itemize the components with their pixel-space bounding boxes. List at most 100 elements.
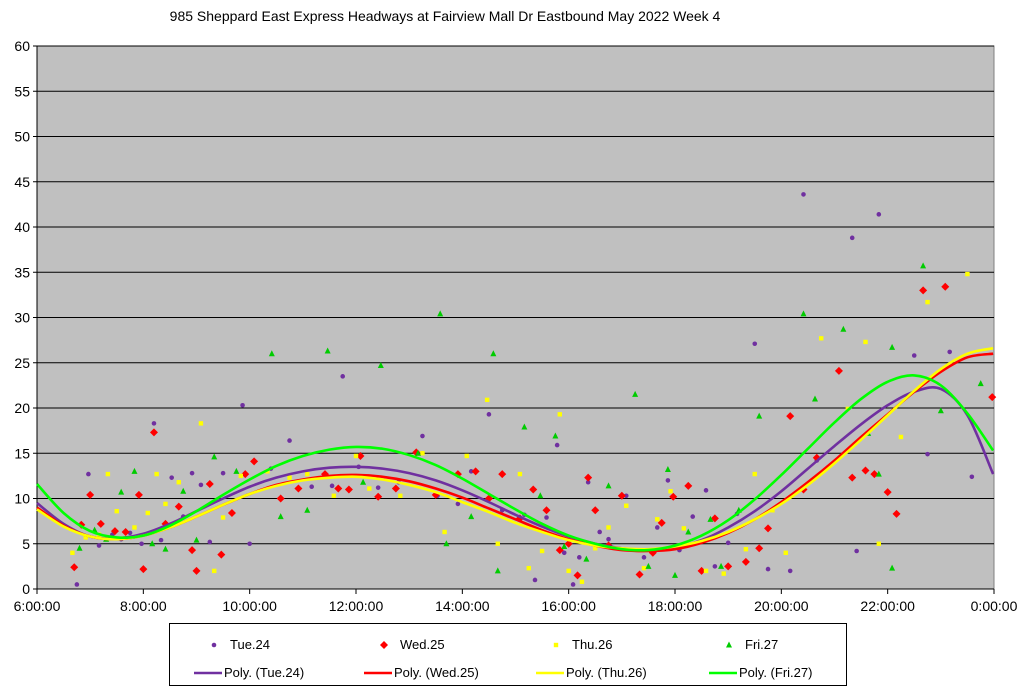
wed-25-point xyxy=(573,571,582,580)
tue-24-point xyxy=(703,488,709,493)
wed-25-point xyxy=(529,485,538,494)
thu-26-point xyxy=(668,489,673,494)
x-tick-label: 20:00:00 xyxy=(754,598,809,614)
thu-26-point xyxy=(331,493,337,498)
wed-25-point xyxy=(786,412,795,421)
thu-26-point xyxy=(83,535,88,540)
fri-27-point xyxy=(537,492,544,499)
fri-27-point xyxy=(632,390,639,397)
y-tick-label: 15 xyxy=(14,445,30,461)
fri-27-point xyxy=(583,555,590,562)
tue-24-point xyxy=(801,192,806,197)
thu-26-point xyxy=(593,546,598,551)
fri-27-point xyxy=(937,407,944,414)
wed-25-point xyxy=(110,527,119,536)
thu-26-point xyxy=(176,480,181,485)
tue-24-point xyxy=(220,470,226,476)
thu-26-point xyxy=(863,339,868,345)
legend-marker-swatch xyxy=(553,642,559,648)
fri-27-point xyxy=(812,395,819,402)
thu-26-point xyxy=(238,473,244,479)
y-tick-label: 0 xyxy=(22,581,30,597)
wed-25-point xyxy=(919,286,928,295)
tue-24-point xyxy=(468,469,474,474)
tue-24-point xyxy=(158,537,164,543)
legend-label: Poly. (Fri.27) xyxy=(739,665,813,680)
tue-24-point xyxy=(752,341,758,347)
wed-25-point xyxy=(834,366,843,375)
tue-24-point xyxy=(139,541,144,547)
tue-24-point xyxy=(665,478,671,483)
wed-25-point xyxy=(250,457,259,466)
tue-24-point xyxy=(74,582,80,587)
thu-26-point xyxy=(442,529,447,535)
tue-24-point xyxy=(375,485,381,490)
thu-26-point xyxy=(641,565,647,571)
legend-symbol xyxy=(726,641,732,648)
tue-24-point xyxy=(287,438,292,443)
x-tick-label: 14:00:00 xyxy=(435,598,490,614)
thu-26-point xyxy=(579,579,585,584)
x-tick-label: 0:00:00 xyxy=(971,598,1018,614)
legend-label: Wed.25 xyxy=(400,637,445,652)
thu-26-point xyxy=(212,568,217,574)
tue-24-point xyxy=(309,484,314,490)
thu-26-point xyxy=(353,453,359,459)
thu-26-point xyxy=(105,471,111,477)
fri-27-point xyxy=(443,540,450,547)
wed-25-point xyxy=(344,485,353,494)
fri-27-point xyxy=(149,540,156,547)
tue-24-point xyxy=(86,471,91,477)
thu-26-point xyxy=(464,453,469,459)
thu-26-point xyxy=(819,336,824,341)
tue-24-point xyxy=(420,433,425,439)
fri-27-point xyxy=(180,487,187,494)
wed-25-point xyxy=(241,470,250,479)
legend-symbol xyxy=(709,671,737,675)
chart-title: 985 Sheppard East Express Headways at Fa… xyxy=(169,8,721,24)
thu-26-point xyxy=(965,271,970,277)
thu-26-point xyxy=(114,508,119,514)
thu-26-point xyxy=(743,546,749,552)
wed-25-point xyxy=(883,488,892,497)
legend-label: Poly. (Tue.24) xyxy=(224,665,305,680)
thu-26-point xyxy=(198,421,204,426)
thu-26-point xyxy=(367,486,372,491)
wed-25-point xyxy=(134,490,143,499)
wed-25-point xyxy=(697,566,706,575)
thu-26-point xyxy=(783,550,788,555)
thu-26-point xyxy=(557,412,563,417)
tue-24-point xyxy=(486,412,492,417)
thu-26-point xyxy=(898,434,904,440)
y-tick-label: 5 xyxy=(22,536,30,552)
legend-marker-swatch xyxy=(211,642,217,648)
tue-24-point xyxy=(329,483,335,489)
wed-25-point xyxy=(391,484,400,493)
wed-25-point xyxy=(334,484,343,493)
trendline-poly-fri-27 xyxy=(36,374,995,552)
fri-27-point xyxy=(377,361,384,368)
thu-26-point xyxy=(484,397,490,403)
fri-27-point xyxy=(494,567,501,574)
wed-25-point xyxy=(635,570,644,579)
tue-24-point xyxy=(854,548,859,554)
wed-25-point xyxy=(471,467,480,476)
wed-25-point xyxy=(356,451,365,460)
tue-24-point xyxy=(947,349,952,355)
tue-24-point xyxy=(240,402,245,408)
wed-25-point xyxy=(192,566,201,575)
wed-25-point xyxy=(657,518,666,527)
tue-24-point xyxy=(725,540,731,546)
fri-27-point xyxy=(415,449,422,456)
tue-24-point xyxy=(532,577,538,583)
thu-26-point xyxy=(606,525,611,530)
wed-25-point xyxy=(861,466,870,475)
y-tick-label: 25 xyxy=(14,355,30,371)
wed-25-point xyxy=(848,473,857,482)
legend-label: Poly. (Wed.25) xyxy=(394,665,479,680)
wed-25-point xyxy=(139,565,148,574)
thu-26-point xyxy=(752,471,757,477)
tue-24-point xyxy=(969,474,975,480)
fri-27-point xyxy=(193,536,200,543)
wed-25-point xyxy=(70,563,79,572)
